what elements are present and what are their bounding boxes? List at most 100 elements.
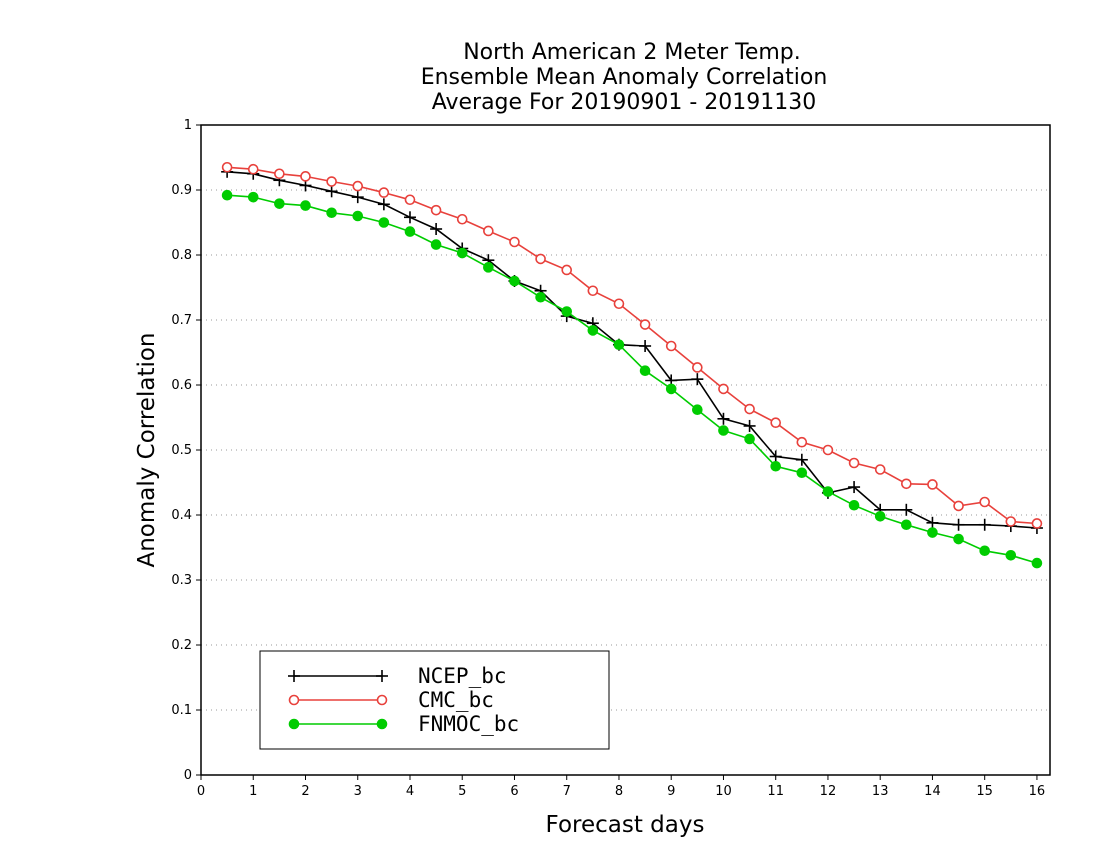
x-tick-label: 9 xyxy=(667,784,675,799)
data-point-cmc-bc xyxy=(665,340,677,352)
data-point-cmc-bc xyxy=(613,298,625,310)
legend-marker xyxy=(376,670,388,682)
series-ncep-bc xyxy=(221,165,1043,534)
data-point-cmc-bc xyxy=(901,478,912,490)
data-point-cmc-bc xyxy=(509,236,520,248)
legend-entry-cmc-bc: CMC_bc xyxy=(288,688,494,712)
x-tick-label: 2 xyxy=(301,784,309,799)
y-tick-label: 1 xyxy=(184,118,192,133)
data-point-cmc-bc xyxy=(247,163,259,175)
x-tick-label: 10 xyxy=(715,784,732,799)
data-point-fnmoc-bc xyxy=(744,433,755,445)
y-tick-label: 0.2 xyxy=(171,638,192,653)
data-point-cmc-bc xyxy=(483,225,494,237)
data-point-cmc-bc xyxy=(979,496,990,508)
data-point-cmc-bc xyxy=(430,204,442,216)
x-tick-label: 6 xyxy=(510,784,518,799)
data-point-fnmoc-bc xyxy=(300,200,311,211)
legend-marker xyxy=(376,694,388,706)
data-point-ncep-bc xyxy=(351,191,364,204)
data-point-cmc-bc xyxy=(822,444,834,456)
data-point-fnmoc-bc xyxy=(326,207,337,219)
data-point-cmc-bc xyxy=(221,161,233,173)
data-point-cmc-bc xyxy=(561,264,573,276)
data-point-fnmoc-bc xyxy=(927,527,938,538)
data-point-ncep-bc xyxy=(952,518,965,531)
data-point-fnmoc-bc xyxy=(274,198,285,209)
x-tick-label: 16 xyxy=(1029,784,1046,799)
x-tick-label: 12 xyxy=(820,784,837,799)
y-tick-label: 0.7 xyxy=(171,313,192,328)
chart-title: North American 2 Meter Temp. Ensemble Me… xyxy=(421,40,828,115)
y-tick-labels: 0 0.1 0.2 0.3 0.4 0.5 0.6 0.7 0.8 0.9 1 xyxy=(171,118,192,783)
data-point-fnmoc-bc xyxy=(692,404,703,416)
data-point-ncep-bc xyxy=(769,450,782,463)
data-point-cmc-bc xyxy=(874,464,886,475)
data-point-cmc-bc xyxy=(744,403,755,415)
y-axis-title: Anomaly Correlation xyxy=(134,332,160,567)
plot-frame xyxy=(200,124,1051,776)
data-point-ncep-bc xyxy=(639,340,652,352)
data-point-fnmoc-bc xyxy=(483,262,494,273)
data-point-fnmoc-bc xyxy=(979,545,990,557)
series-cmc-bc xyxy=(221,161,1043,529)
data-point-cmc-bc xyxy=(274,168,285,180)
data-point-cmc-bc xyxy=(1005,516,1017,527)
data-point-fnmoc-bc xyxy=(874,511,886,522)
data-point-fnmoc-bc xyxy=(378,217,390,228)
series-fnmoc-bc xyxy=(221,189,1043,569)
data-point-fnmoc-bc xyxy=(456,247,468,259)
data-point-ncep-bc xyxy=(403,211,416,224)
title-line-2: Ensemble Mean Anomaly Correlation xyxy=(421,65,828,90)
legend-entry-ncep-bc: NCEP_bc xyxy=(288,664,507,688)
title-line-3: Average For 20190901 - 20191130 xyxy=(432,90,817,115)
x-tick-label: 11 xyxy=(767,784,784,799)
data-point-fnmoc-bc xyxy=(247,191,259,203)
series-line-fnmoc-bc xyxy=(227,194,1038,564)
data-point-fnmoc-bc xyxy=(404,226,416,237)
y-tick-label: 0.5 xyxy=(171,443,192,458)
data-point-fnmoc-bc xyxy=(796,467,808,479)
data-point-ncep-bc xyxy=(717,412,730,425)
data-point-cmc-bc xyxy=(927,479,938,490)
x-tick-label: 1 xyxy=(249,784,257,799)
data-point-cmc-bc xyxy=(352,180,364,192)
data-point-ncep-bc xyxy=(795,453,808,466)
x-tick-label: 14 xyxy=(924,784,941,799)
legend-marker xyxy=(288,670,300,682)
x-tick-label: 4 xyxy=(406,784,414,799)
x-tick-label: 5 xyxy=(458,784,466,799)
data-point-cmc-bc xyxy=(535,253,546,265)
y-tick-label: 0.3 xyxy=(171,573,192,588)
data-point-fnmoc-bc xyxy=(587,325,599,336)
data-point-ncep-bc xyxy=(377,198,390,211)
legend-entry-fnmoc-bc: FNMOC_bc xyxy=(288,712,519,736)
data-point-cmc-bc xyxy=(456,213,468,225)
y-tick-label: 0.9 xyxy=(171,183,192,198)
data-point-cmc-bc xyxy=(378,187,390,198)
data-point-fnmoc-bc xyxy=(352,210,364,222)
legend-marker xyxy=(288,694,300,706)
data-point-cmc-bc xyxy=(770,417,782,429)
data-point-cmc-bc xyxy=(404,194,416,206)
legend-label: NCEP_bc xyxy=(418,664,507,688)
data-point-cmc-bc xyxy=(587,285,599,297)
x-axis-title: Forecast days xyxy=(546,812,705,838)
data-point-fnmoc-bc xyxy=(822,486,834,497)
data-point-fnmoc-bc xyxy=(953,533,964,545)
x-tick-label: 0 xyxy=(197,784,205,799)
grid-lines xyxy=(201,189,1050,711)
data-point-cmc-bc xyxy=(796,436,808,448)
series-line-ncep-bc xyxy=(227,171,1037,529)
data-point-fnmoc-bc xyxy=(770,460,782,472)
legend-marker xyxy=(288,718,300,730)
y-tick-label: 0.8 xyxy=(171,248,192,263)
legend-marker xyxy=(376,718,388,730)
data-point-ncep-bc xyxy=(325,185,338,198)
data-point-fnmoc-bc xyxy=(1005,550,1017,561)
data-point-ncep-bc xyxy=(743,419,756,432)
legend-label: CMC_bc xyxy=(418,688,494,712)
data-point-cmc-bc xyxy=(848,457,860,469)
